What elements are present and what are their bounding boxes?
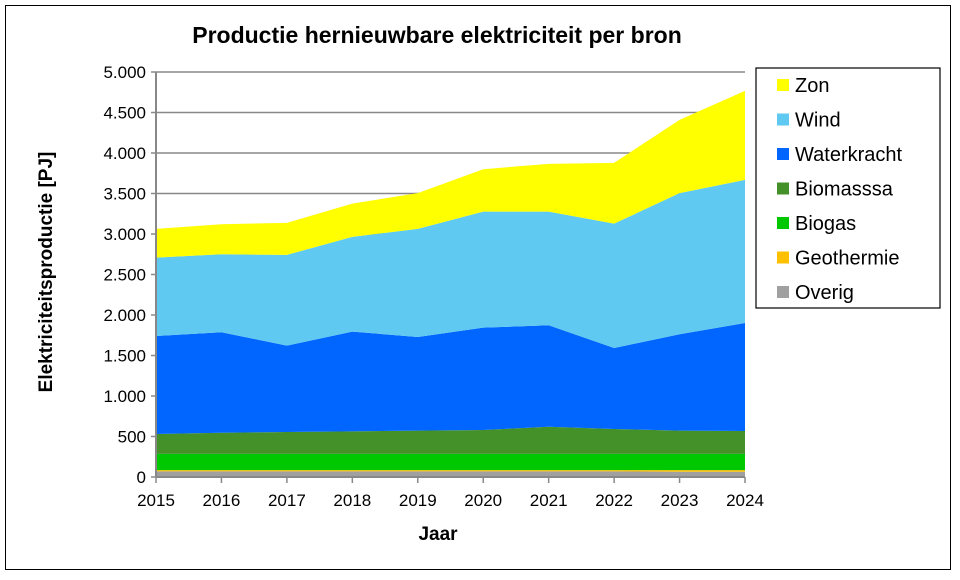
legend-label-wind: Wind — [795, 110, 841, 132]
legend-swatch-waterkracht — [777, 148, 789, 160]
area-zon — [156, 90, 745, 258]
x-tick-label: 2015 — [137, 491, 175, 510]
legend-label-overig: Overig — [795, 282, 854, 304]
area-overig — [156, 471, 745, 477]
legend-label-waterkracht: Waterkracht — [795, 144, 903, 166]
x-tick-label: 2021 — [530, 491, 568, 510]
legend-label-geothermie: Geothermie — [795, 248, 900, 270]
x-tick-label: 2017 — [268, 491, 306, 510]
y-axis-label: Elektriciteitsproductie [PJ] — [36, 152, 57, 393]
x-axis-label: Jaar — [418, 524, 458, 545]
x-tick-label: 2020 — [464, 491, 502, 510]
x-tick-label: 2023 — [661, 491, 699, 510]
chart-title: Productie hernieuwbare elektriciteit per… — [192, 22, 682, 48]
x-tick-label: 2022 — [595, 491, 633, 510]
legend-swatch-biogas — [777, 217, 789, 229]
legend-swatch-biomasssa — [777, 182, 789, 195]
y-tick-label: 3.500 — [103, 185, 146, 204]
chart-frame — [5, 5, 951, 570]
legend-swatch-geothermie — [777, 251, 789, 264]
y-tick-label: 4.000 — [103, 144, 146, 163]
y-tick-label: 0 — [137, 468, 146, 487]
legend — [755, 67, 941, 309]
x-tick-label: 2024 — [726, 491, 764, 510]
y-tick-label: 4.500 — [103, 104, 146, 123]
legend-label-biomasssa: Biomasssa — [795, 179, 894, 201]
legend-swatch-wind — [777, 113, 789, 126]
legend-swatch-zon — [777, 79, 789, 91]
area-biomasssa — [156, 426, 745, 454]
legend-label-zon: Zon — [795, 75, 829, 97]
y-tick-label: 5.000 — [103, 63, 146, 82]
y-tick-label: 3.000 — [103, 225, 146, 244]
x-tick-label: 2019 — [399, 491, 437, 510]
y-tick-label: 500 — [118, 428, 146, 447]
x-tick-label: 2018 — [333, 491, 371, 510]
area-waterkracht — [156, 322, 745, 434]
x-tick-label: 2016 — [203, 491, 241, 510]
legend-swatch-overig — [777, 286, 789, 298]
area-geothermie — [156, 470, 745, 472]
area-wind — [156, 179, 745, 348]
y-tick-label: 2.000 — [103, 306, 146, 325]
y-tick-label: 2.500 — [103, 266, 146, 285]
y-tick-label: 1.000 — [103, 387, 146, 406]
legend-label-biogas: Biogas — [795, 213, 856, 235]
y-tick-label: 1.500 — [103, 347, 146, 366]
area-biogas — [156, 453, 745, 471]
